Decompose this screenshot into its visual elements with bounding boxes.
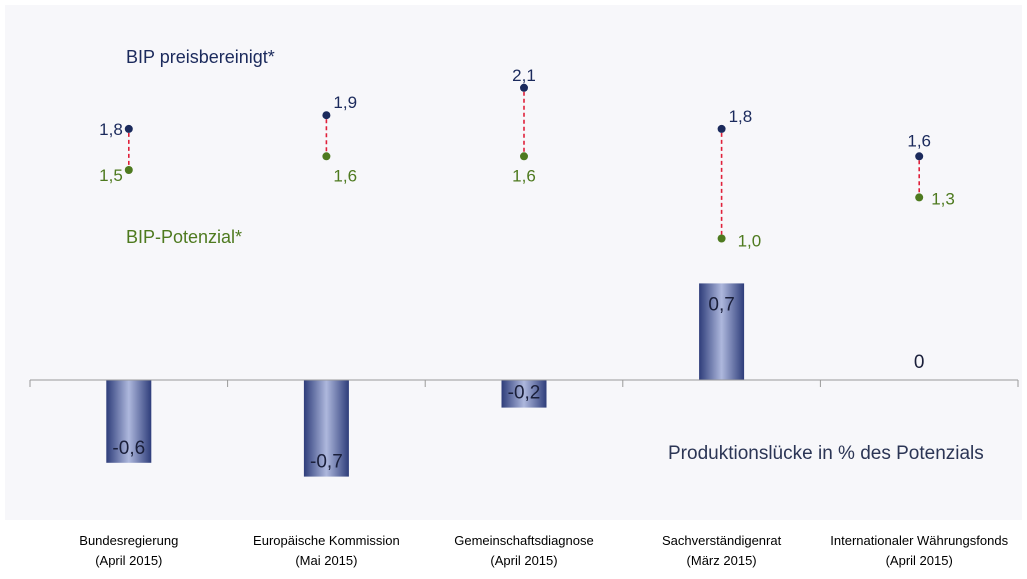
dot-bip-potenzial [915,193,924,202]
gap-bar [106,380,152,463]
ticks-layer [29,380,1019,387]
category-label: Gemeinschaftsdiagnose [454,533,593,548]
value-label-bip-potenzial: 1,5 [99,166,123,185]
bar-value-label: -0,6 [112,438,145,459]
dot-bip-potenzial [717,234,726,243]
bar-value-label: 0 [914,352,925,373]
value-label-bip-potenzial: 1,6 [512,166,536,185]
value-label-bip-preisbereinigt: 1,8 [729,107,753,126]
annotation-produktionsluecke: Produktionslücke in % des Potenzials [668,443,984,464]
value-label-bip-potenzial: 1,6 [333,166,357,185]
value-label-bip-preisbereinigt: 1,8 [99,120,123,139]
category-label: Sachverständigenrat [662,533,782,548]
gap-bar [501,380,547,408]
dot-bip-preisbereinigt [717,124,726,133]
dot-bip-potenzial [124,166,133,174]
value-label-bip-preisbereinigt: 1,6 [907,131,931,150]
value-label-bip-potenzial: 1,3 [931,189,955,208]
category-label: (April 2015) [490,553,557,568]
labels-layer: -0,6 -0,7 -0,2 0,7 0 1,8 1,5 1,9 1,6 2,1 1,6 1,8 1,0… [99,66,955,473]
dot-bip-potenzial [322,152,331,161]
category-labels: Bundesregierung (April 2015) Europäische K… [79,533,1008,568]
category-label: Internationaler Währungsfonds [830,533,1008,548]
dot-bip-preisbereinigt [322,111,331,120]
category-label: Bundesregierung [79,533,178,548]
dot-bip-preisbereinigt [124,124,133,133]
dot-bip-preisbereinigt [520,83,528,92]
bar-value-label: 0,7 [708,294,734,315]
bar-value-label: -0,7 [310,452,343,473]
category-label: Europäische Kommission [253,533,400,548]
plot-area [5,5,1022,520]
gap-bar [699,283,745,380]
gap-bar [303,380,349,477]
category-label: (April 2015) [886,553,953,568]
dot-bip-potenzial [520,152,528,161]
dots-layer [124,83,924,243]
value-label-bip-preisbereinigt: 2,1 [512,66,536,85]
value-label-bip-potenzial: 1,0 [738,232,762,251]
legend-bip-potenzial: BIP-Potenzial* [126,227,242,247]
bars-layer [106,283,745,477]
bar-value-label: -0,2 [508,383,541,404]
value-label-bip-preisbereinigt: 1,9 [333,93,357,112]
legend-bip-preisbereinigt: BIP preisbereinigt* [126,47,275,67]
category-label: (April 2015) [95,553,162,568]
dot-bip-preisbereinigt [915,152,924,161]
category-label: (Mai 2015) [295,553,357,568]
category-label: (März 2015) [687,553,757,568]
connectors-layer [128,91,921,235]
